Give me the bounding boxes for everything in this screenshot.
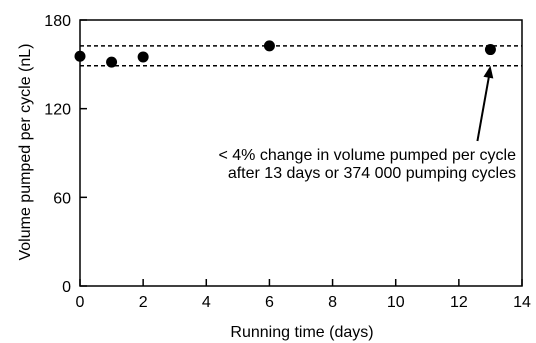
data-point [137,51,149,63]
annotation-arrow-shaft [476,73,491,142]
annotation-line-2: after 13 days or 374 000 pumping cycles [228,165,516,182]
y-tick-label: 120 [44,102,71,119]
data-point [263,40,275,52]
x-tick-label: 10 [387,294,405,311]
x-tick-label: 12 [450,294,468,311]
y-tick-label: 180 [44,13,71,30]
y-tick-label: 60 [53,190,71,207]
x-tick-label: 14 [513,294,531,311]
y-tick-label: 0 [62,279,71,296]
x-tick-label: 0 [76,294,85,311]
x-tick-label: 2 [139,294,148,311]
y-axis-title: Volume pumped per cycle (nL) [17,44,34,261]
x-axis-title: Running time (days) [230,324,373,341]
x-tick-label: 4 [202,294,211,311]
x-tick-label: 8 [328,294,337,311]
plot-frame [79,19,523,287]
annotation: < 4% change in volume pumped per cycle a… [218,147,516,182]
annotation-arrow-head [483,65,494,79]
x-tick-label: 6 [265,294,274,311]
annotation-line-1: < 4% change in volume pumped per cycle [218,147,516,164]
data-point [106,56,118,68]
plot-area: 0 2 4 6 8 10 12 14 0 60 120 180 [44,13,531,311]
data-point [74,50,86,62]
data-point [484,44,496,56]
